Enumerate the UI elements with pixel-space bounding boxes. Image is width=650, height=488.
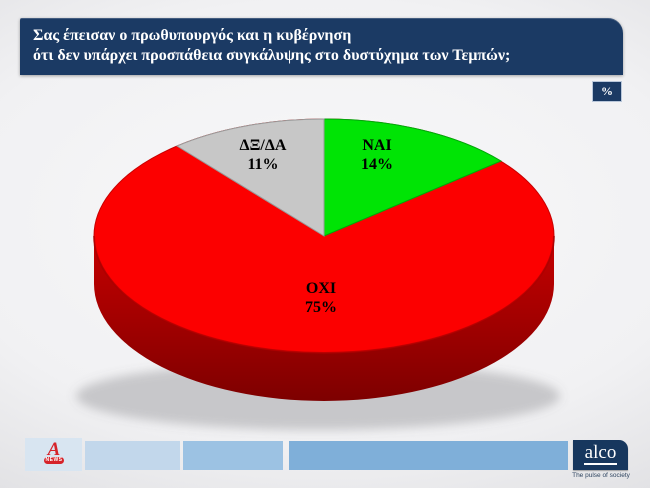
alco-logo-name: alco: [583, 442, 618, 465]
label-dxda: ΔΞ/ΔΑ 11%: [239, 137, 287, 173]
pie-front-seam: [93, 235, 555, 354]
question-line1: Σας έπεισαν ο πρωθυπουργός και η κυβέρνη…: [33, 27, 352, 44]
footer-segment-2: [85, 441, 180, 470]
footer-segment-3: [183, 441, 283, 470]
question-line2: ότι δεν υπάρχει προσπάθεια συγκάλυψης στ…: [33, 47, 511, 64]
alco-logo: alco: [573, 440, 628, 470]
footer-segment-1: A NEWS: [25, 438, 82, 471]
alco-tagline: The pulse of society: [572, 472, 630, 479]
question-banner: Σας έπεισαν ο πρωθυπουργός και η κυβέρνη…: [20, 18, 623, 75]
pie-side-oxi: [94, 236, 554, 401]
label-oxi: ΟΧΙ 75%: [305, 280, 337, 316]
percent-unit-badge: %: [592, 81, 622, 102]
footer-segment-4: [289, 441, 568, 470]
alpha-a-letter: A: [47, 439, 61, 460]
alpha-news-logo: A NEWS: [39, 440, 69, 470]
label-nai: ΝΑΙ 14%: [361, 137, 393, 173]
alpha-news-pill: NEWS: [44, 457, 64, 464]
pie-slice-dxda: [175, 118, 325, 237]
pie-slice-nai: [323, 118, 503, 237]
